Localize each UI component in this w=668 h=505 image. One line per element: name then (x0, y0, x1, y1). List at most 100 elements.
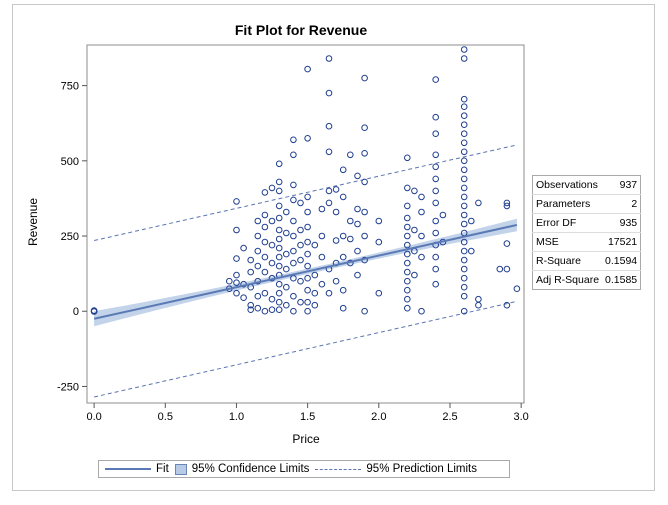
data-point (90, 308, 98, 315)
data-point (311, 289, 319, 297)
data-point (503, 301, 511, 309)
data-point (304, 250, 311, 258)
data-point (247, 306, 254, 314)
data-point (325, 187, 333, 195)
data-point (240, 294, 247, 302)
data-point (339, 286, 347, 294)
data-point (361, 307, 368, 315)
data-point (325, 55, 333, 62)
data-point (347, 217, 354, 225)
upper-prediction-limit (94, 144, 517, 242)
data-point (404, 268, 411, 276)
data-point (233, 255, 240, 262)
data-point (261, 289, 269, 297)
x-tick-label: 0.0 (86, 411, 101, 423)
data-point (247, 301, 254, 309)
data-point (290, 232, 297, 240)
data-point (513, 285, 521, 293)
data-point (283, 229, 290, 237)
stats-row: Adj R-Square 0.1585 (532, 270, 641, 290)
data-point (460, 121, 468, 128)
data-point (404, 295, 411, 303)
data-point (339, 166, 347, 174)
data-point (432, 151, 440, 159)
data-point (460, 166, 468, 174)
data-point (275, 160, 283, 168)
data-point (304, 135, 311, 142)
data-point (361, 74, 368, 82)
data-point (468, 217, 475, 225)
data-point (275, 187, 283, 195)
data-point (460, 220, 468, 228)
data-point (432, 187, 440, 195)
data-point (460, 175, 468, 183)
data-point (361, 178, 368, 186)
data-point (297, 277, 304, 285)
data-point (404, 154, 411, 162)
data-point (460, 148, 468, 156)
data-point (261, 211, 269, 219)
fit-line (93, 223, 518, 320)
data-point (375, 289, 383, 297)
data-point (496, 265, 504, 273)
data-point (318, 205, 326, 213)
stats-label: MSE (532, 232, 603, 252)
data-point (283, 283, 290, 291)
data-point (297, 256, 304, 264)
data-point (432, 113, 440, 121)
data-point (290, 217, 297, 225)
data-point (404, 241, 411, 249)
data-point (275, 253, 283, 261)
data-point (460, 55, 468, 62)
data-point (460, 95, 468, 103)
legend-item-confidence: 95% Confidence Limits (174, 463, 309, 475)
data-point (304, 238, 311, 246)
data-point (354, 205, 361, 213)
data-point (460, 139, 468, 147)
data-point (439, 211, 447, 219)
data-point (268, 241, 276, 249)
data-point (275, 306, 283, 314)
data-point (354, 220, 361, 228)
stats-row: R-Square 0.1594 (532, 251, 641, 271)
data-point (233, 289, 240, 297)
stats-value: 935 (602, 213, 641, 233)
data-point (304, 262, 311, 270)
stats-label: Observations (536, 179, 598, 191)
stats-value: 17521 (602, 232, 641, 252)
data-point (254, 262, 262, 270)
data-point (268, 217, 276, 225)
data-point (460, 307, 468, 315)
data-point (290, 307, 297, 315)
data-point (311, 271, 319, 279)
data-point (418, 193, 425, 201)
data-point (275, 262, 283, 270)
stats-value: 0.1594 (602, 251, 641, 271)
data-point (432, 163, 440, 171)
data-point (432, 130, 440, 137)
data-point (318, 253, 326, 261)
data-point (283, 250, 290, 258)
lower-prediction-limit (94, 300, 517, 398)
data-point (318, 232, 326, 240)
data-point (290, 247, 297, 255)
data-point (311, 301, 319, 309)
data-point (404, 202, 411, 210)
data-point (268, 295, 276, 303)
data-point (432, 175, 440, 183)
data-point (332, 277, 340, 285)
data-point (297, 199, 304, 207)
data-point (432, 229, 440, 237)
stats-value: 0.1585 (602, 270, 641, 290)
data-point (268, 259, 276, 267)
legend: Fit 95% Confidence Limits 95% Prediction… (98, 460, 510, 478)
data-point (404, 259, 411, 267)
data-point (311, 241, 319, 249)
stats-label: Error DF (532, 213, 603, 233)
data-point (432, 265, 440, 273)
data-point (361, 232, 368, 240)
data-point (261, 253, 269, 261)
plot-area: 0.0 0.5 1.0 1.5 2.0 2.5 3.0 -250 0 250 500 750 (57, 44, 529, 423)
chart-title: Fit Plot for Revenue (235, 22, 367, 38)
